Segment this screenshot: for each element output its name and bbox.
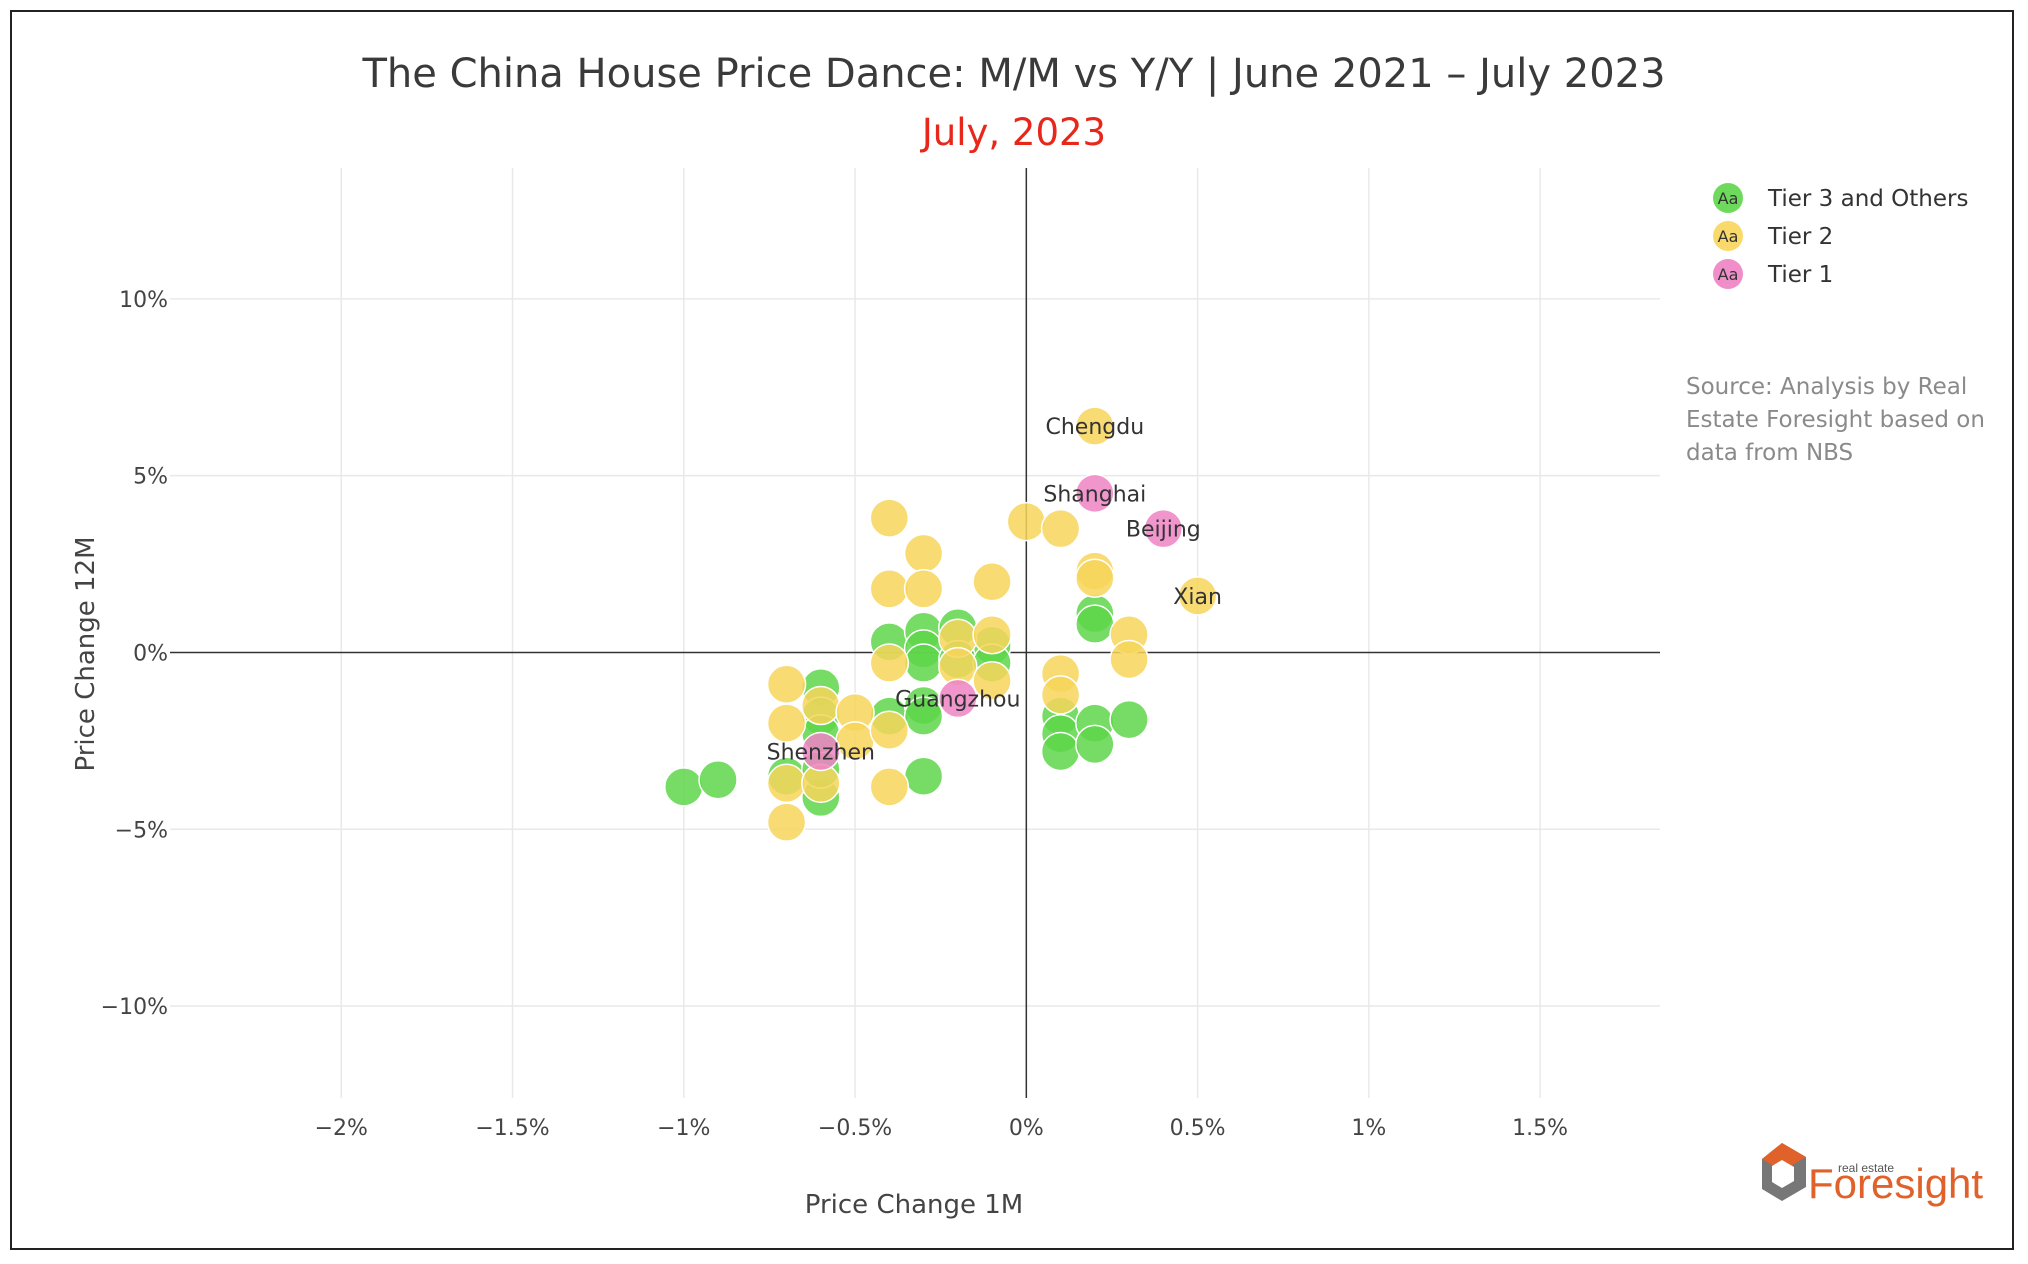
- legend-swatch-tier-2: [1713, 221, 1743, 251]
- point-tier-2: [972, 561, 1012, 602]
- x-tick-label: 1.5%: [1512, 1116, 1568, 1141]
- y-axis-title: Price Change 12M: [71, 536, 101, 771]
- x-tick-label: −1.5%: [475, 1116, 549, 1141]
- x-axis-title: Price Change 1M: [805, 1190, 1023, 1220]
- source-line-3: data from NBS: [1686, 440, 1853, 466]
- y-tick-label: 10%: [119, 288, 168, 313]
- point-tier-2: [972, 615, 1012, 655]
- chart-subtitle: July, 2023: [920, 111, 1106, 154]
- logo-big-text: Foresight: [1808, 1160, 1983, 1207]
- point-tier-2: [766, 703, 807, 743]
- logo-small-text: real estate: [1838, 1161, 1894, 1175]
- point-tier-1: [938, 678, 978, 719]
- x-tick-label: −1%: [657, 1116, 710, 1141]
- legend-swatch-text: Aa: [1718, 189, 1739, 208]
- point-tier-2: [766, 763, 807, 804]
- point-tier-1: [1075, 473, 1115, 514]
- point-tier-2: [869, 569, 910, 609]
- data-points: [664, 406, 1218, 842]
- logo-cube-inner-icon: [1772, 1160, 1794, 1188]
- grid-lines: [170, 168, 1660, 1098]
- point-tier-2: [1006, 501, 1047, 542]
- chart-title: The China House Price Dance: M/M vs Y/Y …: [361, 51, 1665, 97]
- y-tick-label: 5%: [133, 465, 168, 490]
- point-tier-3-and-others: [1109, 699, 1149, 740]
- x-tick-label: 1%: [1351, 1116, 1386, 1141]
- x-tick-label: −0.5%: [818, 1116, 892, 1141]
- point-tier-2: [766, 802, 807, 842]
- x-tick-label: 0.5%: [1170, 1116, 1226, 1141]
- point-tier-3-and-others: [903, 696, 944, 736]
- point-label-guangzhou: Guangzhou: [895, 687, 1020, 712]
- logo-cube-face-icon: [1762, 1143, 1806, 1171]
- point-tier-2: [903, 533, 944, 574]
- legend: Aa Tier 3 and Others Aa Tier 2 Aa Tier 1: [1713, 183, 1968, 289]
- point-tier-3-and-others: [664, 767, 704, 807]
- source-note: Source: Analysis by Real Estate Foresigh…: [1686, 374, 1985, 466]
- point-tier-3-and-others: [903, 643, 944, 683]
- point-tier-2: [766, 664, 807, 705]
- point-tier-2: [1075, 406, 1115, 446]
- y-tick-label: 0%: [133, 641, 168, 666]
- point-labels: Chengdu Xian Shanghai Beijing Guangzhou Shenz…: [767, 415, 1222, 765]
- point-tier-2: [972, 660, 1012, 701]
- legend-swatch-tier-3-and-others: [1713, 183, 1743, 213]
- point-tier-2: [1177, 576, 1218, 616]
- point-tier-3-and-others: [1075, 724, 1115, 765]
- point-label-beijing: Beijing: [1126, 518, 1201, 543]
- legend-swatch-tier-1: [1713, 259, 1743, 289]
- point-tier-3-and-others: [698, 759, 738, 800]
- point-tier-2: [1040, 508, 1081, 549]
- y-tick-label: −10%: [101, 995, 168, 1020]
- x-tick-label: −2%: [315, 1116, 368, 1141]
- point-label-xian: Xian: [1173, 585, 1222, 610]
- y-tick-label: −5%: [115, 818, 168, 843]
- x-tick-label: 0%: [1009, 1116, 1044, 1141]
- source-line-1: Source: Analysis by Real: [1686, 374, 1967, 400]
- point-tier-3-and-others: [903, 756, 944, 796]
- point-tier-2: [1109, 639, 1149, 680]
- chart-frame: [10, 10, 2014, 1250]
- point-tier-1: [801, 731, 841, 772]
- legend-swatch-text: Aa: [1718, 227, 1739, 246]
- point-tier-2: [869, 643, 910, 683]
- point-tier-3-and-others: [1040, 731, 1081, 772]
- point-tier-2: [1040, 675, 1081, 715]
- source-line-2: Estate Foresight based on: [1686, 407, 1985, 433]
- point-label-chengdu: Chengdu: [1045, 415, 1144, 440]
- legend-swatch-text: Aa: [1718, 265, 1739, 284]
- legend-label-tier-2: Tier 2: [1767, 224, 1833, 250]
- legend-label-tier-3-and-others: Tier 3 and Others: [1767, 186, 1968, 212]
- legend-label-tier-1: Tier 1: [1767, 262, 1833, 288]
- point-tier-2: [869, 710, 910, 750]
- point-tier-2: [869, 767, 910, 807]
- point-tier-2: [801, 685, 841, 726]
- tick-labels: −2% −1.5% −1% −0.5% 0% 0.5% 1% 1.5% 10% 5% 0% −5% −1…: [101, 288, 1568, 1141]
- point-label-shenzhen: Shenzhen: [767, 740, 875, 765]
- foresight-logo: real estate Foresight: [1762, 1143, 1983, 1207]
- point-label-shanghai: Shanghai: [1043, 482, 1146, 507]
- point-tier-2: [903, 569, 944, 609]
- point-tier-3-and-others: [1075, 604, 1115, 644]
- point-tier-1: [1143, 508, 1184, 549]
- point-tier-2: [869, 498, 910, 538]
- point-tier-2: [1075, 558, 1115, 598]
